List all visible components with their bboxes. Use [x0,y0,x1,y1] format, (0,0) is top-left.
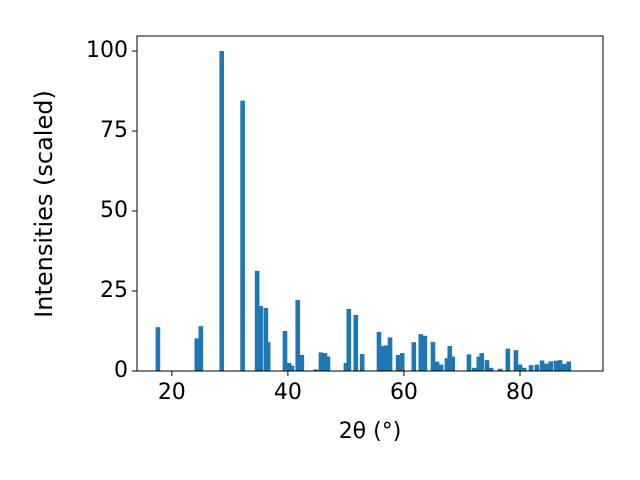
bar [411,342,417,371]
y-axis-label: Intensities (scaled) [30,90,58,318]
x-tick-label: 80 [506,380,534,405]
bar [557,360,563,371]
bar [476,356,482,371]
x-tick-label: 60 [390,380,418,405]
bar [194,338,200,371]
bar [488,367,494,371]
bar [240,100,245,371]
bar [263,307,269,371]
bar [528,365,534,371]
bar [534,364,540,371]
bar [295,299,301,371]
bar [517,364,523,371]
bar [343,363,349,371]
y-tick-label: 75 [100,118,128,143]
bar [219,51,225,371]
bar [254,270,260,371]
bar [497,368,503,371]
bar [553,360,559,371]
bar [566,361,572,371]
bar [422,335,428,371]
bar [450,356,456,371]
bar [313,369,319,371]
bar [322,353,328,371]
bar [387,337,393,371]
y-tick-label: 25 [100,278,128,303]
bar [289,365,295,371]
bar [380,346,386,371]
bar [325,356,331,371]
bar [447,346,453,371]
bar [543,363,549,371]
bar [471,367,477,371]
bar [444,358,450,371]
plot-marks [155,51,572,371]
plot-frame [136,35,604,372]
bar [418,334,424,371]
x-tick-label: 40 [274,380,302,405]
bar [430,341,436,371]
bar [548,361,554,371]
bar [395,355,401,371]
y-tick-label: 100 [86,38,128,63]
bar [513,350,519,371]
x-axis-label: 2θ (°) [339,419,402,444]
bar [155,327,161,371]
bar [299,355,305,371]
bar [198,326,204,371]
bar [353,315,359,371]
bar [376,331,382,371]
y-tick-label: 50 [100,198,128,223]
bar [286,363,292,371]
bar [561,363,567,371]
bar [505,348,511,371]
bar [258,306,263,371]
bar [265,342,271,371]
bar [484,360,490,371]
bar [399,353,405,371]
bar [346,308,352,371]
y-tick-label: 0 [114,358,128,383]
bar [539,360,545,371]
bar [466,354,472,371]
bar [318,352,324,371]
bar [359,354,365,371]
bar [438,364,444,371]
bar [282,331,288,371]
bar [383,345,389,371]
x-tick-label: 20 [158,380,186,405]
bar [521,367,527,371]
bar [434,361,440,371]
bar [479,353,485,371]
